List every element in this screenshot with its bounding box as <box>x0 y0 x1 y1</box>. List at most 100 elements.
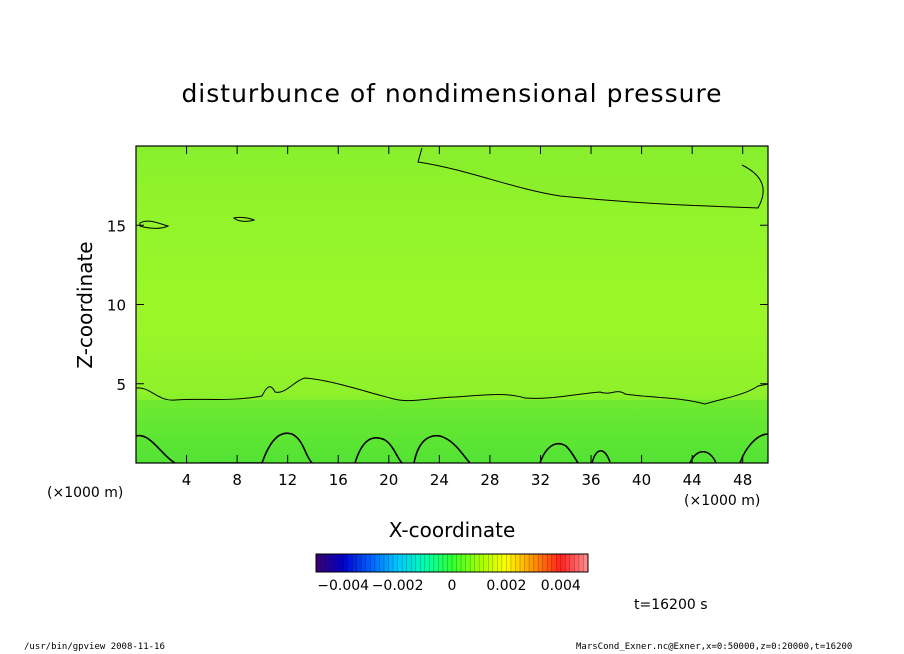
x-axis-title: X-coordinate <box>389 518 516 542</box>
colorbar-segment <box>479 554 485 572</box>
x-tick-label: 4 <box>182 471 192 489</box>
colorbar-segment <box>415 554 421 572</box>
colorbar-segment <box>510 554 516 572</box>
colorbar-segment <box>551 554 557 572</box>
colorbar-segment <box>397 554 403 572</box>
colorbar-segment <box>461 554 466 572</box>
colorbar-segment <box>374 554 380 572</box>
contour-island-left <box>139 220 170 229</box>
colorbar-segment <box>474 554 480 572</box>
colorbar-segment <box>547 554 553 572</box>
upper-contour-region <box>420 146 763 208</box>
colorbar-segment <box>529 554 534 572</box>
colorbar-segment <box>470 554 475 572</box>
colorbar-segment <box>334 554 339 572</box>
colorbar-segment <box>447 554 453 572</box>
colorbar-segment <box>560 554 566 572</box>
x-tick-label: 20 <box>379 471 398 489</box>
plot-area <box>136 146 768 463</box>
x-tick-label: 48 <box>733 471 752 489</box>
low-level-contour <box>136 377 768 405</box>
colorbar-segment <box>411 554 417 572</box>
colorbar-segment <box>533 554 539 572</box>
colorbar-segment <box>583 554 589 572</box>
colorbar-segment <box>433 554 439 572</box>
colorbar-segment <box>556 554 562 572</box>
x-tick-label: 8 <box>232 471 242 489</box>
colorbar-tick-label: 0 <box>448 578 457 594</box>
colorbar-segment <box>343 554 349 572</box>
colorbar-segment <box>506 554 512 572</box>
colorbar-segment <box>488 554 494 572</box>
colorbar-segment <box>429 554 435 572</box>
colorbar-segment <box>406 554 412 572</box>
colorbar-segment <box>542 554 548 572</box>
x-tick-label: 16 <box>329 471 348 489</box>
colorbar-segment <box>361 554 367 572</box>
colorbar-frame <box>315 553 589 573</box>
colorbar <box>315 553 589 573</box>
colorbar-segment <box>338 554 344 572</box>
colorbar-segment <box>347 554 353 572</box>
y-axis-title: Z-coordinate <box>73 241 97 368</box>
colorbar-segment <box>452 554 457 572</box>
x-tick-label: 12 <box>278 471 297 489</box>
x-unit-label-right: (×1000 m) <box>684 493 760 509</box>
y-tick-label: 5 <box>116 376 126 394</box>
colorbar-segment <box>574 554 580 572</box>
x-tick-label: 36 <box>581 471 600 489</box>
colorbar-segment <box>384 554 389 572</box>
colorbar-segment <box>520 554 525 572</box>
colorbar-segment <box>442 554 448 572</box>
colorbar-segment <box>465 554 471 572</box>
colorbar-segment <box>320 554 326 572</box>
colorbar-segment <box>325 554 330 572</box>
colorbar-segment <box>393 554 398 572</box>
chart-title: disturbunce of nondimensional pressure <box>181 79 722 108</box>
colorbar-segment <box>356 554 362 572</box>
colorbar-segment <box>569 554 575 572</box>
x-tick-label: 32 <box>531 471 550 489</box>
y-tick-label: 10 <box>107 297 126 315</box>
colorbar-segment <box>492 554 498 572</box>
footer-right: MarsCond_Exner.nc@Exner,x=0:50000,z=0:20… <box>576 642 853 652</box>
x-tick-label: 40 <box>632 471 651 489</box>
colorbar-tick-label: −0.002 <box>372 578 424 594</box>
y-axis: 5 10 15 <box>107 217 768 394</box>
colorbar-ticks: −0.004 −0.002 0 0.002 0.004 <box>317 578 581 594</box>
colorbar-segment <box>316 554 321 572</box>
surface-contour <box>136 432 768 463</box>
colorbar-segment <box>329 554 335 572</box>
colorbar-segment <box>456 554 462 572</box>
colorbar-segment <box>501 554 507 572</box>
colorbar-segment <box>402 554 407 572</box>
x-tick-label: 28 <box>480 471 499 489</box>
colorbar-tick-label: 0.002 <box>486 578 526 594</box>
colorbar-segment <box>370 554 376 572</box>
upper-contour-line <box>417 147 764 209</box>
colorbar-segment <box>483 554 489 572</box>
colorbar-segment <box>565 554 571 572</box>
colorbar-segment <box>379 554 385 572</box>
colorbar-segment <box>578 554 584 572</box>
x-tick-label: 44 <box>683 471 702 489</box>
colorbar-segment <box>524 554 530 572</box>
lower-field-band <box>136 400 768 463</box>
colorbar-tick-label: 0.004 <box>541 578 581 594</box>
colorbar-segment <box>352 554 358 572</box>
x-axis: 4 8 12 16 20 24 28 32 36 40 44 48 <box>182 146 752 489</box>
colorbar-segment <box>497 554 503 572</box>
x-unit-label-left: (×1000 m) <box>47 485 123 501</box>
footer-left: /usr/bin/gpview 2008-11-16 <box>24 642 165 652</box>
x-tick-label: 24 <box>430 471 449 489</box>
colorbar-segment <box>515 554 521 572</box>
colorbar-segment <box>365 554 371 572</box>
colorbar-segment <box>438 554 444 572</box>
time-annotation: t=16200 s <box>634 597 708 613</box>
colorbar-segment <box>420 554 426 572</box>
contour-island-mid <box>233 216 256 222</box>
colorbar-segment <box>538 554 543 572</box>
colorbar-tick-label: −0.004 <box>317 578 369 594</box>
colorbar-segment <box>388 554 394 572</box>
